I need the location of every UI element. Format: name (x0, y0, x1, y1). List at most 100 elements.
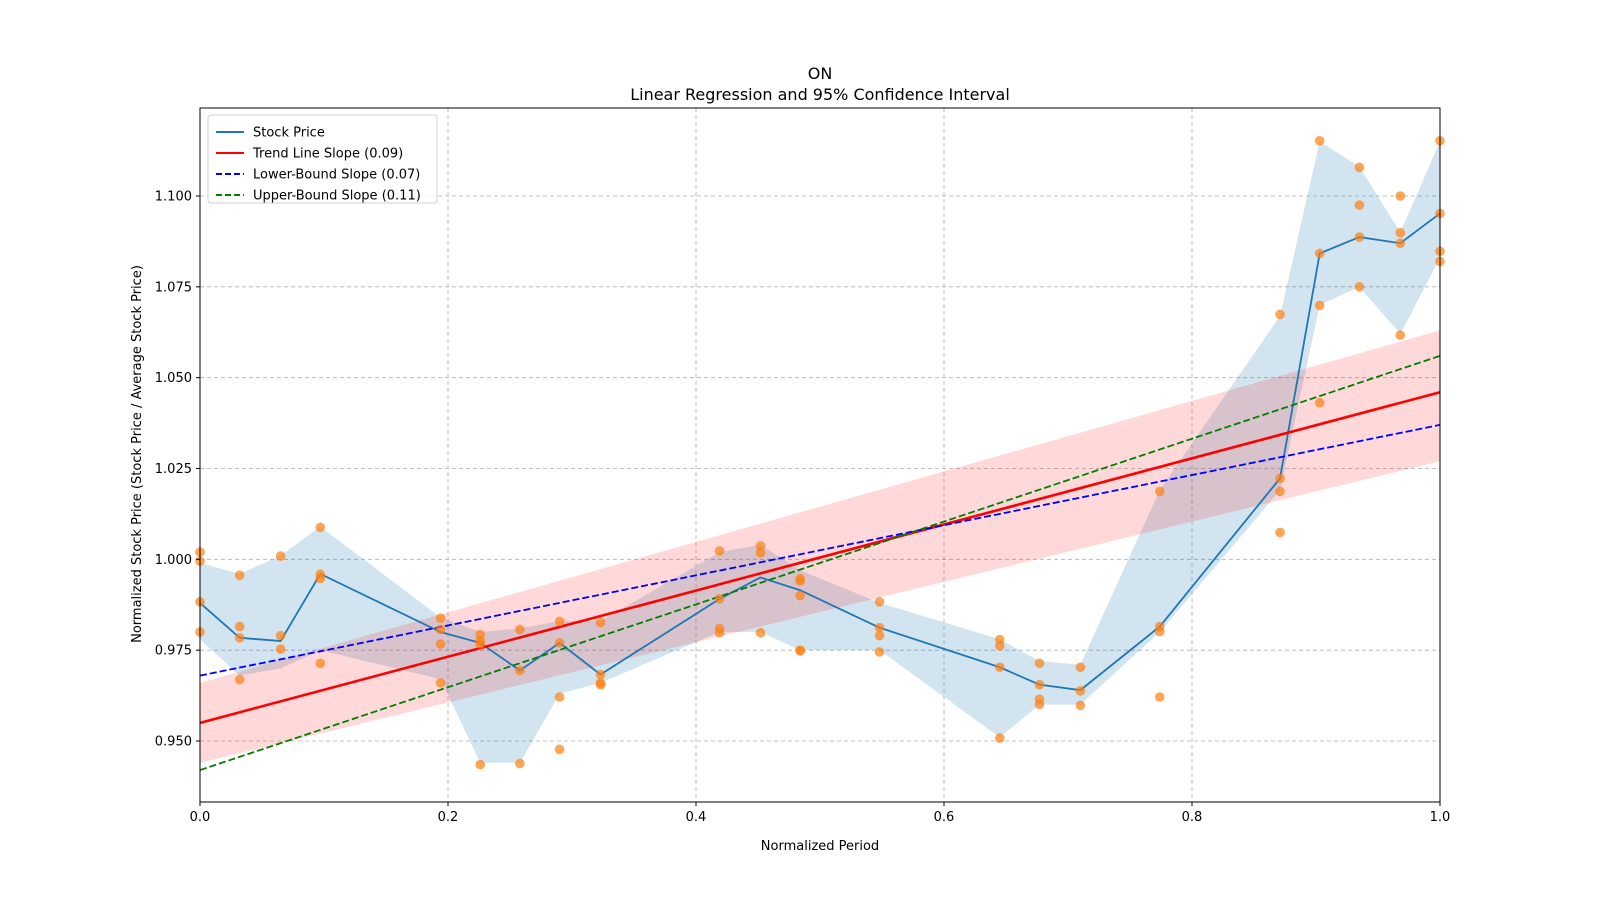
x-tick-label: 1.0 (1430, 810, 1451, 825)
stock-price-line (199, 212, 1441, 692)
data-point (874, 630, 885, 641)
data-point (234, 633, 245, 643)
plot-frame (199, 107, 1441, 803)
data-point (1154, 626, 1165, 637)
data-point (554, 744, 565, 755)
scatter-points (195, 135, 1445, 770)
data-point (874, 597, 885, 607)
data-point (995, 641, 1005, 651)
data-point (755, 541, 766, 551)
y-tick-label: 1.050 (155, 371, 192, 386)
x-axis-label: Normalized Period (761, 839, 879, 854)
data-point (475, 639, 486, 649)
data-point (315, 573, 326, 584)
data-point (515, 624, 525, 635)
chart-title: ON (808, 64, 833, 83)
data-point (1154, 486, 1165, 497)
data-point (874, 647, 885, 657)
chart-subtitle: Linear Regression and 95% Confidence Int… (630, 85, 1010, 104)
y-tick-label: 1.075 (155, 280, 192, 295)
data-point (1075, 662, 1086, 673)
data-point (755, 627, 766, 638)
data-point (1314, 300, 1325, 311)
lower-bound-line (199, 424, 1441, 677)
data-point (1275, 473, 1285, 484)
data-point (435, 624, 446, 635)
data-point (315, 522, 326, 533)
data-point (1395, 238, 1406, 249)
upper-bound-line (199, 355, 1441, 771)
data-point (1354, 200, 1365, 210)
data-point (1354, 232, 1365, 242)
data-point (1034, 658, 1045, 669)
x-tick-label: 0.6 (934, 810, 955, 825)
data-point (795, 646, 805, 656)
data-point (435, 678, 446, 688)
data-point (1275, 527, 1285, 538)
data-point (1075, 700, 1086, 711)
legend: Stock Price Trend Line Slope (0.09) Lower-… (207, 114, 438, 204)
x-tick-label: 0.8 (1182, 810, 1203, 825)
data-point (515, 758, 525, 769)
data-point (714, 627, 725, 638)
data-point (554, 638, 565, 648)
data-point (795, 590, 805, 601)
trend-confidence-band (200, 330, 1440, 763)
data-point (1314, 397, 1325, 408)
legend-box (207, 114, 438, 204)
axis-ticks: 0.0 0.2 0.4 0.6 0.8 1.0 0.950 0.975 1.000 1.025 1.… (155, 190, 1451, 826)
data-point (755, 547, 766, 558)
data-point (1395, 227, 1406, 238)
data-point (1034, 699, 1045, 710)
data-point (795, 576, 805, 586)
data-point (995, 662, 1005, 673)
data-point (595, 669, 606, 680)
data-point (714, 546, 725, 556)
y-tick-label: 0.950 (155, 735, 192, 750)
data-point (475, 759, 486, 770)
data-point (1275, 309, 1285, 320)
data-point (714, 594, 725, 604)
data-point (275, 644, 286, 654)
data-point (1034, 679, 1045, 690)
trend-line (199, 390, 1441, 725)
data-point (1314, 248, 1325, 259)
data-point (1075, 686, 1086, 696)
data-point (1395, 330, 1406, 340)
data-point (1395, 191, 1406, 201)
data-point (554, 616, 565, 627)
legend-label: Upper-Bound Slope (0.11) (253, 189, 421, 204)
data-point (874, 622, 885, 633)
legend-label: Trend Line Slope (0.09) (252, 147, 403, 162)
data-point (595, 617, 606, 628)
data-point (234, 674, 245, 685)
confidence-bands (200, 141, 1440, 763)
data-point (435, 613, 446, 623)
data-point (234, 621, 245, 632)
data-point (554, 692, 565, 702)
data-point (1354, 282, 1365, 292)
x-tick-label: 0.0 (190, 810, 211, 825)
y-tick-label: 1.100 (155, 190, 192, 205)
y-axis-label: Normalized Stock Price (Stock Price / Av… (130, 265, 145, 643)
x-tick-label: 0.2 (438, 810, 459, 825)
y-tick-label: 0.975 (155, 644, 192, 659)
data-point (234, 570, 245, 581)
legend-label: Lower-Bound Slope (0.07) (253, 168, 420, 183)
series-lines (199, 212, 1441, 771)
data-point (1275, 486, 1285, 497)
x-tick-label: 0.4 (686, 810, 707, 825)
stock-price-confidence-band (200, 141, 1440, 763)
legend-label: Stock Price (253, 126, 325, 141)
data-point (995, 733, 1005, 743)
data-point (315, 658, 326, 669)
y-tick-label: 1.000 (155, 553, 192, 568)
data-point (275, 551, 286, 561)
data-point (275, 630, 286, 641)
data-point (1314, 135, 1325, 146)
data-point (515, 665, 525, 676)
data-point (595, 679, 606, 690)
data-point (1154, 692, 1165, 702)
data-point (1354, 162, 1365, 173)
